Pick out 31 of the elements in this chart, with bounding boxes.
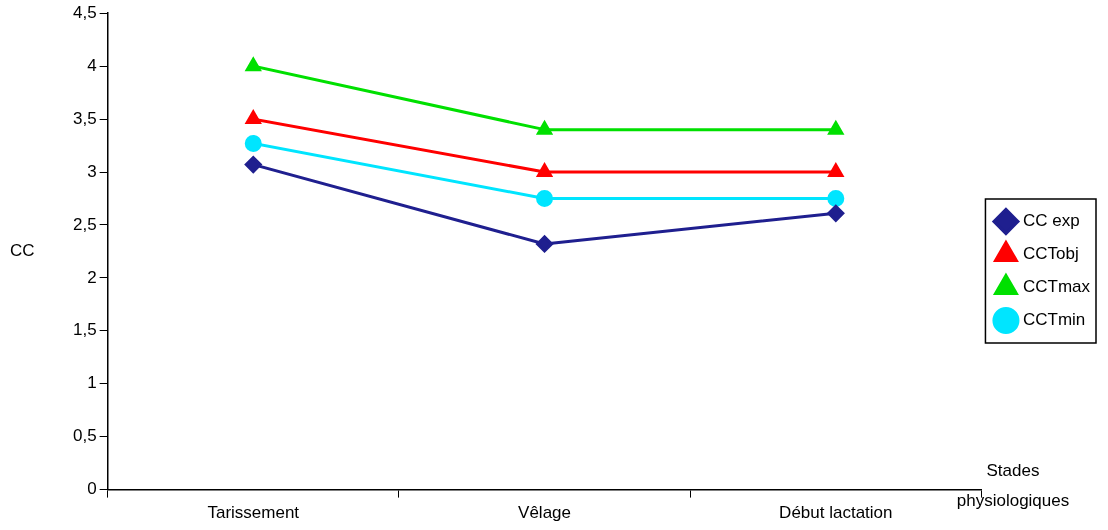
point xyxy=(536,163,553,177)
legend-label: CCTmin xyxy=(1022,310,1086,330)
y-tick-label: 3 xyxy=(87,161,97,181)
y-tick-label: 4,5 xyxy=(72,2,97,22)
point xyxy=(244,156,262,174)
x-tick-label: Vêlage xyxy=(518,503,572,523)
legend-label: CCTmax xyxy=(1022,277,1091,297)
point xyxy=(828,121,844,135)
y-tick-label: 2,5 xyxy=(72,214,97,234)
x-axis-title: Stades physiologiques xyxy=(956,461,1070,511)
point xyxy=(827,189,845,207)
point xyxy=(827,204,845,222)
x-tick-label: Tarissement xyxy=(207,503,300,523)
point xyxy=(244,134,262,152)
y-tick-label: 3,5 xyxy=(72,108,97,128)
point xyxy=(536,235,554,253)
point xyxy=(828,163,844,177)
legend-label: CCTobj xyxy=(1022,244,1079,264)
y-tick-label: 4 xyxy=(87,55,97,75)
point xyxy=(536,189,554,207)
point xyxy=(536,121,553,135)
legend-label: CC exp xyxy=(1022,211,1080,231)
y-tick-label: 0 xyxy=(87,479,97,499)
y-axis-title: CC xyxy=(10,241,35,261)
point xyxy=(245,57,261,72)
y-tick-label: 2 xyxy=(87,267,97,287)
point xyxy=(245,110,261,125)
y-tick-label: 1 xyxy=(87,373,97,393)
y-tick-label: 1,5 xyxy=(72,320,97,340)
y-tick-label: 0,5 xyxy=(72,426,97,446)
x-tick-label: Début lactation xyxy=(779,503,893,523)
